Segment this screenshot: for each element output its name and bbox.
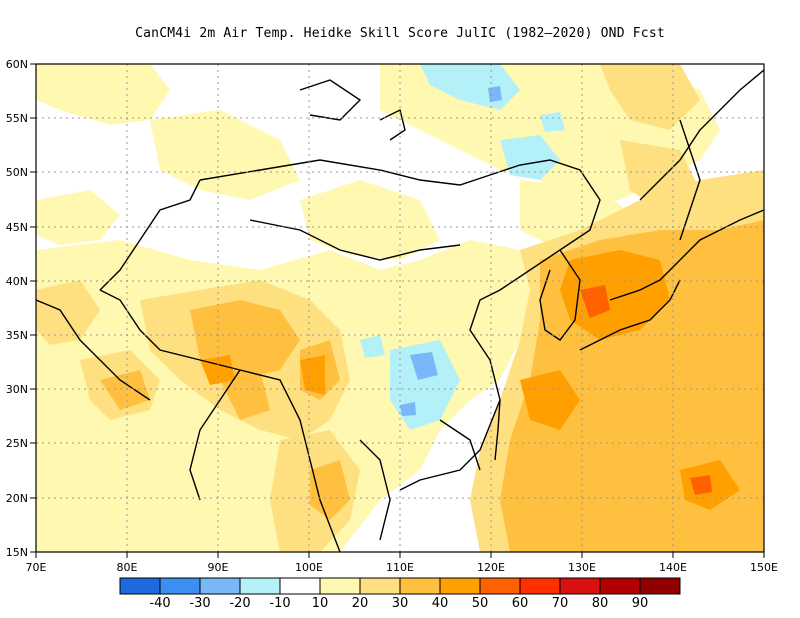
colorbar-label: 70 <box>552 596 569 611</box>
colorbar-label: 20 <box>352 596 369 611</box>
lat-label: 30N <box>6 383 28 396</box>
colorbar-box <box>439 577 481 595</box>
colorbar-label: 30 <box>392 596 409 611</box>
lon-label: 70E <box>26 561 47 574</box>
lon-label: 150E <box>750 561 778 574</box>
lat-label: 60N <box>6 58 28 71</box>
colorbar-labels: -40 -30 -20 -10 10 20 30 40 50 60 70 80 … <box>149 596 648 611</box>
colorbar-label: -10 <box>269 596 290 611</box>
lat-label: 50N <box>6 166 28 179</box>
colorbar-box <box>279 577 321 595</box>
colorbar-box <box>599 577 641 595</box>
lon-label: 120E <box>477 561 505 574</box>
colorbar-label: 80 <box>592 596 609 611</box>
colorbar-box <box>159 577 201 595</box>
colorbar-label: 60 <box>512 596 529 611</box>
colorbar-box <box>479 577 521 595</box>
lon-label: 140E <box>659 561 687 574</box>
colorbar-label: -30 <box>189 596 210 611</box>
colorbar-box <box>519 577 561 595</box>
chart-title: CanCM4i 2m Air Temp. Heidke Skill Score … <box>135 26 665 41</box>
lat-label: 35N <box>6 329 28 342</box>
colorbar-label: 90 <box>632 596 649 611</box>
colorbar-label: -40 <box>149 596 170 611</box>
colorbar-label: 50 <box>472 596 489 611</box>
lon-label: 110E <box>386 561 414 574</box>
lon-labels: 70E 80E 90E 100E 110E 120E 130E 140E 150… <box>26 561 778 574</box>
lon-label: 90E <box>208 561 229 574</box>
colorbar-box <box>359 577 401 595</box>
colorbar: -40 -30 -20 -10 10 20 30 40 50 60 70 80 … <box>119 577 681 611</box>
colorbar-box <box>639 577 681 595</box>
colorbar-label: 40 <box>432 596 449 611</box>
lat-label: 55N <box>6 112 28 125</box>
colorbar-label: 10 <box>312 596 329 611</box>
gridlines <box>36 64 764 552</box>
lon-label: 80E <box>117 561 138 574</box>
lat-label: 20N <box>6 492 28 505</box>
axis-ticks <box>30 63 765 558</box>
colorbar-boxes <box>119 577 681 595</box>
lat-label: 40N <box>6 275 28 288</box>
colorbar-box <box>559 577 601 595</box>
colorbar-box <box>119 577 161 595</box>
lat-label: 15N <box>6 546 28 559</box>
colorbar-box <box>399 577 441 595</box>
lat-label: 25N <box>6 437 28 450</box>
colorbar-box <box>239 577 281 595</box>
lon-label: 100E <box>295 561 323 574</box>
colorbar-box <box>199 577 241 595</box>
lat-labels: 15N 20N 25N 30N 35N 40N 45N 50N 55N 60N <box>6 58 28 559</box>
lat-label: 45N <box>6 221 28 234</box>
colorbar-box <box>319 577 361 595</box>
colorbar-label: -20 <box>229 596 250 611</box>
lon-label: 130E <box>568 561 596 574</box>
map-area <box>36 64 764 552</box>
